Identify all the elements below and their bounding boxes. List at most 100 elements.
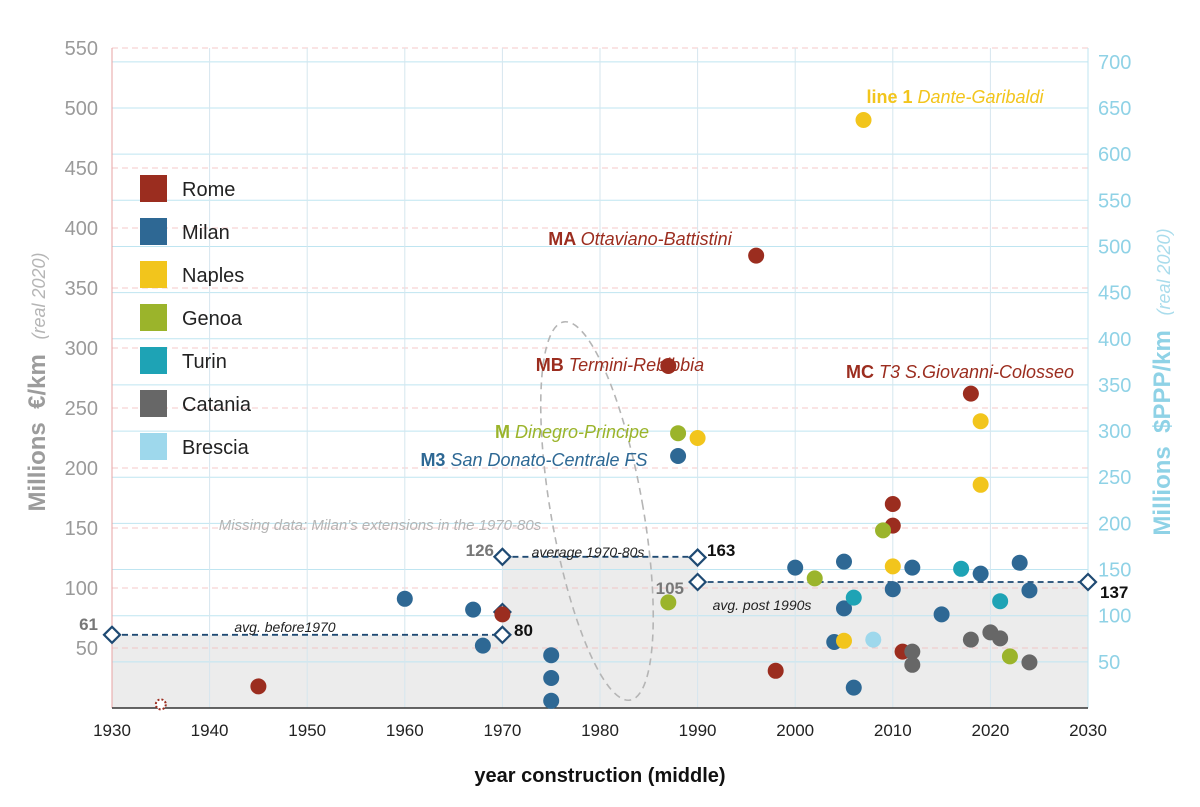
y-tick-label-right: 300 (1098, 421, 1131, 443)
average-end-marker (492, 625, 512, 645)
data-point-naples (855, 112, 872, 128)
annotation-line-name: MB (536, 355, 569, 375)
y-tick-label-right: 400 (1098, 329, 1131, 351)
annotation-segment: Ottaviano-Battistini (581, 229, 733, 249)
annotation-label: M3 San Donato-Centrale FS (420, 450, 647, 470)
average-label: average 1970-80s (532, 544, 645, 560)
annotation-segment: Termini-Rebibbia (569, 355, 704, 375)
legend-label: Milan (182, 222, 230, 244)
x-axis-title: year construction (middle) (474, 765, 725, 787)
annotation-segment: Dinegro-Principe (515, 422, 649, 442)
y-tick-label-left: 400 (65, 218, 98, 240)
data-point-milan (836, 600, 852, 617)
data-point-turin (845, 589, 862, 606)
legend-swatch (140, 304, 167, 331)
legend-swatch (140, 390, 167, 417)
average-start-marker (102, 625, 122, 645)
x-tick-label: 1950 (288, 721, 326, 740)
annotation-line-name: M3 (420, 450, 450, 470)
data-point-rome (962, 385, 979, 402)
data-point-catania (904, 656, 921, 673)
x-tick-label: 1940 (191, 721, 229, 740)
data-point-rome (748, 247, 765, 264)
data-point-milan (904, 559, 921, 576)
legend-label: Genoa (182, 308, 243, 330)
data-point-catania (962, 631, 979, 648)
data-point-milan (787, 559, 804, 576)
x-tick-label: 1990 (679, 721, 717, 740)
missing-data-ellipse (539, 320, 655, 702)
y-tick-label-left: 200 (65, 458, 98, 480)
y-axis-title-right: Millions $PPP/km (real 2020) (1149, 228, 1176, 535)
annotation-line-name: M (495, 422, 515, 442)
y-tick-label-left: 450 (65, 158, 98, 180)
data-point-milan (884, 581, 901, 598)
data-point-rome (767, 662, 784, 679)
data-point-rome (494, 606, 511, 623)
legend-swatch (140, 218, 167, 245)
average-start-value: 61 (79, 615, 98, 634)
data-point-milan (1021, 582, 1038, 599)
data-point-milan (933, 606, 950, 623)
y-tick-label-left: 350 (65, 278, 98, 300)
y-tick-label-left: 50 (76, 638, 98, 660)
data-point-catania (992, 630, 1009, 647)
legend-swatch (140, 433, 167, 460)
missing-data-ellipse-shape (539, 320, 655, 702)
annotations: line 1 Dante-Garibaldi MA Ottaviano-Batti… (420, 87, 1074, 470)
data-point-genoa (660, 594, 677, 611)
data-point-milan (474, 637, 491, 654)
data-point-milan (543, 647, 560, 664)
y-tick-label-right: 350 (1098, 375, 1131, 397)
y-tick-label-right: 450 (1098, 283, 1131, 305)
data-point-rome (154, 698, 167, 711)
data-point-milan (1011, 554, 1028, 571)
annotation-label: MC T3 S.Giovanni-Colosseo (846, 362, 1074, 382)
data-point-milan (543, 692, 560, 709)
data-point-turin (953, 560, 970, 577)
legend: Rome Milan Naples Genoa Turin Catania Brescia (140, 175, 252, 460)
annotation-segment: T3 S.Giovanni-Colosseo (879, 362, 1074, 382)
average-start-marker (492, 547, 512, 567)
y-tick-label-left: 250 (65, 398, 98, 420)
annotation-line-name: MC (846, 362, 879, 382)
y-tick-label-right: 650 (1098, 98, 1131, 120)
data-point-naples (836, 632, 852, 649)
x-tick-label: 2020 (971, 721, 1009, 740)
data-point-genoa (670, 425, 687, 442)
data-point-naples (689, 430, 706, 446)
axes: 50 100 150 200 250 300 350 400 450 500 550 50 100 150… (65, 38, 1132, 740)
y-tick-label-left: 300 (65, 338, 98, 360)
average-start-value: 105 (656, 579, 684, 598)
data-point-catania (1021, 654, 1038, 671)
y-tick-label-right: 50 (1098, 652, 1120, 674)
svg-text:Millions €/km (real 2: Millions €/km (real 2020) (24, 252, 51, 511)
y-tick-label-right: 500 (1098, 236, 1131, 258)
y-tick-label-right: 100 (1098, 606, 1131, 628)
data-point-naples (972, 476, 989, 493)
legend-swatch (140, 347, 167, 374)
data-point-naples (972, 413, 989, 430)
legend-swatch (140, 175, 167, 202)
x-tick-label: 1960 (386, 721, 424, 740)
x-tick-label: 2030 (1069, 721, 1107, 740)
annotation-line-name: line 1 (866, 87, 917, 107)
y-axis-title-left: Millions €/km (real 2020) (24, 252, 51, 511)
data-point-brescia (865, 631, 882, 648)
data-point-milan (845, 679, 862, 696)
y-tick-label-left: 500 (65, 98, 98, 120)
legend-label: Turin (182, 351, 227, 373)
annotation-segment: Dante-Garibaldi (917, 87, 1044, 107)
x-tick-label: 2000 (776, 721, 814, 740)
y-tick-label-left: 150 (65, 518, 98, 540)
y-tick-label-left: 550 (65, 38, 98, 60)
data-point-milan (543, 670, 560, 686)
annotation-segment: San Donato-Centrale FS (450, 450, 647, 470)
legend-label: Brescia (182, 437, 250, 459)
y-tick-label-right: 150 (1098, 560, 1131, 582)
data-point-genoa (875, 522, 892, 539)
data-point-milan (670, 448, 687, 464)
legend-label: Rome (182, 179, 235, 201)
data-point-turin (992, 593, 1009, 610)
annotation-label: line 1 Dante-Garibaldi (866, 87, 1044, 107)
